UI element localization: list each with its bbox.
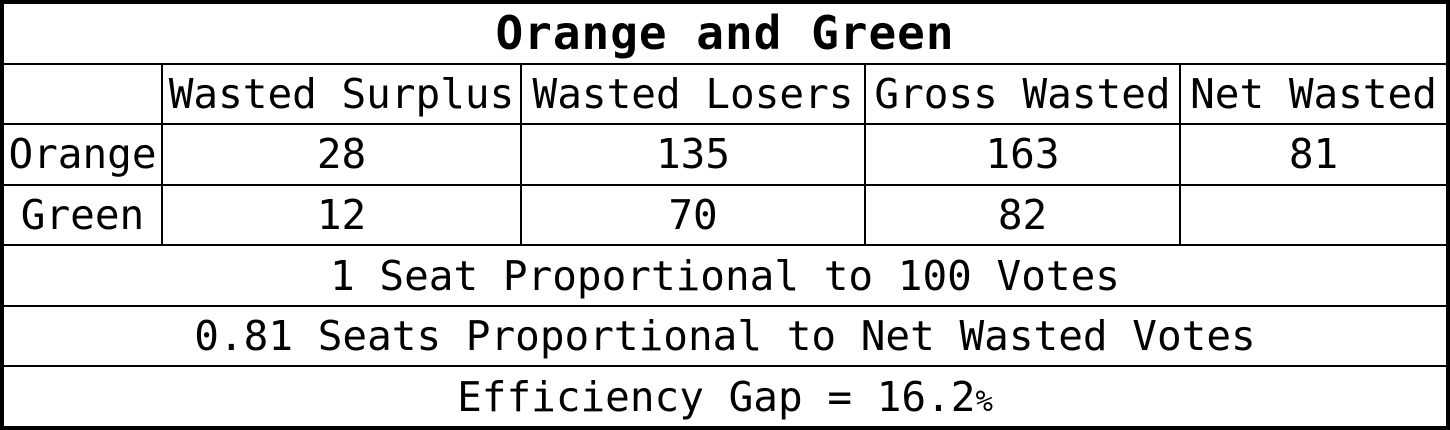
- efficiency-gap-percent-sign: %: [975, 383, 993, 418]
- cell-orange-wasted-surplus: 28: [161, 123, 522, 186]
- seat-proportional-note: 1 Seat Proportional to 100 Votes: [1, 244, 1449, 307]
- row-label-green: Green: [1, 183, 163, 247]
- title-row: Orange and Green: [1, 1, 1449, 65]
- efficiency-gap-text: Efficiency Gap = 16.2: [457, 372, 976, 421]
- net-wasted-proportional-note: 0.81 Seats Proportional to Net Wasted Vo…: [1, 304, 1449, 368]
- table-row-orange: Orange 28 135 163 81: [1, 123, 1449, 186]
- cell-green-net-wasted: [1179, 183, 1449, 247]
- column-header-wasted-losers: Wasted Losers: [520, 62, 866, 126]
- cell-orange-gross-wasted: 163: [864, 123, 1181, 186]
- note-row-seat-proportional: 1 Seat Proportional to 100 Votes: [1, 244, 1449, 307]
- efficiency-gap-row: Efficiency Gap = 16.2%: [1, 365, 1449, 429]
- cell-green-gross-wasted: 82: [864, 183, 1181, 247]
- cell-orange-wasted-losers: 135: [520, 123, 866, 186]
- table-title: Orange and Green: [1, 1, 1449, 65]
- column-header-blank: [1, 62, 163, 126]
- column-header-net-wasted: Net Wasted: [1179, 62, 1449, 126]
- cell-green-wasted-surplus: 12: [161, 183, 522, 247]
- column-header-wasted-surplus: Wasted Surplus: [161, 62, 522, 126]
- cell-orange-net-wasted: 81: [1179, 123, 1449, 186]
- column-header-gross-wasted: Gross Wasted: [864, 62, 1181, 126]
- header-row: Wasted Surplus Wasted Losers Gross Waste…: [1, 62, 1449, 126]
- efficiency-gap-result: Efficiency Gap = 16.2%: [1, 365, 1449, 429]
- cell-green-wasted-losers: 70: [520, 183, 866, 247]
- table-row-green: Green 12 70 82: [1, 183, 1449, 247]
- row-label-orange: Orange: [1, 123, 163, 186]
- note-row-net-wasted-proportional: 0.81 Seats Proportional to Net Wasted Vo…: [1, 304, 1449, 368]
